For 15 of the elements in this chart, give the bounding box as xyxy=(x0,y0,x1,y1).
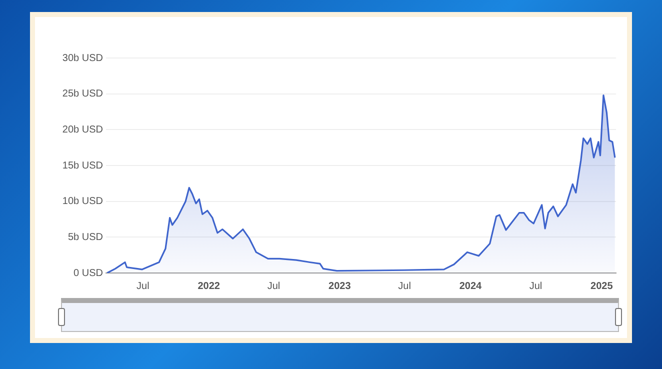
x-tick-label: 2024 xyxy=(459,280,482,292)
x-tick-label: Jul xyxy=(136,280,150,292)
y-tick-label: 25b USD xyxy=(62,88,103,100)
x-tick-label: 2023 xyxy=(328,280,352,292)
x-tick-label: 2025 xyxy=(590,280,614,292)
x-tick-label: Jul xyxy=(529,280,542,292)
y-tick-label: 20b USD xyxy=(62,124,103,136)
x-tick-label: 2022 xyxy=(198,280,220,292)
x-tick-label: Jul xyxy=(267,280,280,292)
y-tick-label: 30b USD xyxy=(62,52,103,64)
y-tick-label: 0 USD xyxy=(74,268,103,279)
y-tick-label: 15b USD xyxy=(62,160,103,172)
x-tick-label: Jul xyxy=(398,280,411,292)
y-tick-label: 5b USD xyxy=(68,232,103,243)
y-tick-label: 10b USD xyxy=(62,196,103,208)
